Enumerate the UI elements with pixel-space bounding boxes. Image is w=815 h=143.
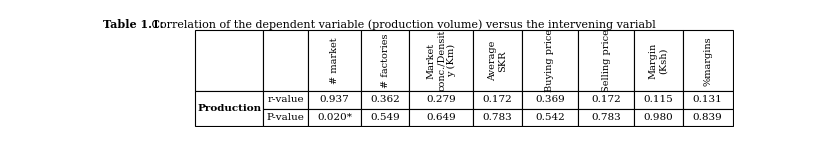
Text: 0.549: 0.549 — [370, 113, 400, 122]
Text: 0.542: 0.542 — [535, 113, 565, 122]
Text: # factories: # factories — [381, 34, 390, 88]
Bar — [634, 91, 683, 109]
Bar — [263, 30, 308, 91]
Text: Buying price: Buying price — [545, 29, 554, 92]
Text: 0.279: 0.279 — [426, 95, 456, 104]
Text: 0.362: 0.362 — [370, 95, 400, 104]
Bar — [196, 30, 263, 91]
Text: 0.020*: 0.020* — [317, 113, 352, 122]
Text: 0.783: 0.783 — [482, 113, 513, 122]
Text: Correlation of the dependent variable (production volume) versus the intervening: Correlation of the dependent variable (p… — [148, 19, 656, 30]
Bar — [474, 109, 522, 126]
Bar — [474, 30, 522, 91]
Bar — [263, 91, 308, 109]
Text: 0.937: 0.937 — [319, 95, 349, 104]
Text: P-value: P-value — [267, 113, 305, 122]
Bar — [522, 91, 578, 109]
Text: %margins: %margins — [703, 36, 712, 86]
Bar — [308, 91, 361, 109]
Text: Average
SKR: Average SKR — [488, 41, 507, 81]
Bar — [522, 30, 578, 91]
Bar — [683, 30, 733, 91]
Bar — [578, 109, 634, 126]
Text: Market
conc./Densit
y (Km): Market conc./Densit y (Km) — [426, 30, 456, 92]
Bar — [361, 91, 409, 109]
Bar — [634, 109, 683, 126]
Bar — [474, 91, 522, 109]
Bar — [578, 91, 634, 109]
Bar — [522, 109, 578, 126]
Text: 0.839: 0.839 — [693, 113, 723, 122]
Text: 0.783: 0.783 — [591, 113, 621, 122]
Bar — [683, 109, 733, 126]
Bar — [361, 30, 409, 91]
Bar — [409, 109, 474, 126]
Bar — [634, 30, 683, 91]
Text: Selling price: Selling price — [601, 29, 610, 92]
Text: Table 1.1:: Table 1.1: — [103, 19, 163, 30]
Text: 0.649: 0.649 — [426, 113, 456, 122]
Text: Margin
(Ksh): Margin (Ksh) — [649, 43, 668, 79]
Text: Production: Production — [197, 104, 262, 113]
Bar — [196, 91, 263, 126]
Bar — [578, 30, 634, 91]
Text: r-value: r-value — [267, 95, 304, 104]
Bar — [409, 30, 474, 91]
Bar — [409, 91, 474, 109]
Text: 0.115: 0.115 — [644, 95, 673, 104]
Text: 0.172: 0.172 — [591, 95, 621, 104]
Bar — [263, 109, 308, 126]
Bar — [683, 91, 733, 109]
Bar — [361, 109, 409, 126]
Text: # market: # market — [330, 37, 339, 84]
Text: 0.172: 0.172 — [482, 95, 513, 104]
Text: 0.980: 0.980 — [644, 113, 673, 122]
Text: 0.131: 0.131 — [693, 95, 723, 104]
Bar — [308, 30, 361, 91]
Text: 0.369: 0.369 — [535, 95, 565, 104]
Bar — [308, 109, 361, 126]
